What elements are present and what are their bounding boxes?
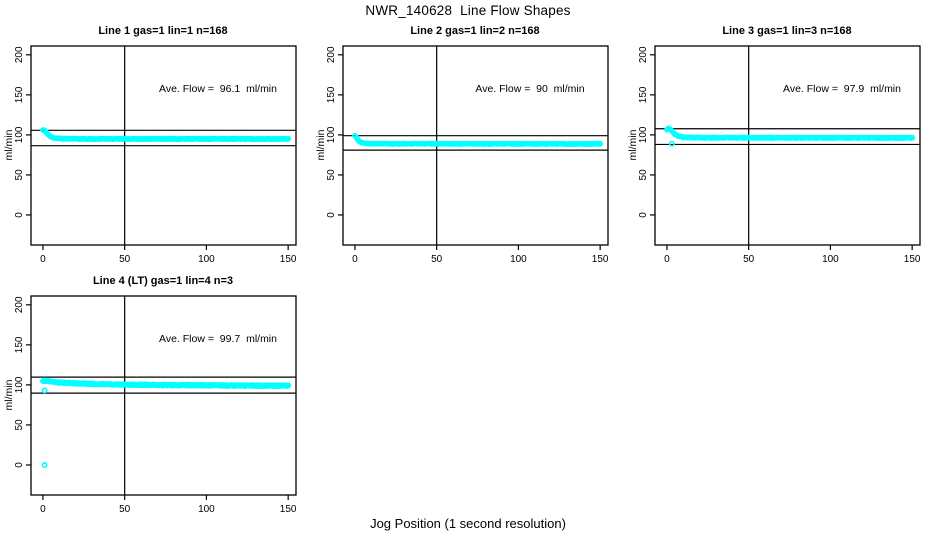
svg-text:100: 100 <box>198 254 215 265</box>
panel-line-4-plot-area: 0 50 100 150 0 50 100 150 200 <box>14 295 297 515</box>
panel-line-2-ave-flow-annotation: Ave. Flow = 90 ml/min <box>475 83 585 95</box>
empty-cell-2 <box>624 270 936 520</box>
svg-text:150: 150 <box>638 86 649 103</box>
svg-text:0: 0 <box>40 254 46 265</box>
svg-text:150: 150 <box>592 254 609 265</box>
svg-text:100: 100 <box>198 504 215 515</box>
svg-text:150: 150 <box>14 336 25 353</box>
svg-text:200: 200 <box>638 46 649 63</box>
svg-text:0: 0 <box>14 212 25 218</box>
panel-line-3-plot-area: 0 50 100 150 0 50 100 150 200 <box>638 45 921 265</box>
svg-text:50: 50 <box>119 504 131 515</box>
svg-text:100: 100 <box>638 126 649 143</box>
panel-line-1-ave-flow-annotation: Ave. Flow = 96.1 ml/min <box>159 83 277 95</box>
svg-text:50: 50 <box>326 169 337 181</box>
svg-text:200: 200 <box>326 46 337 63</box>
svg-text:50: 50 <box>431 254 443 265</box>
svg-text:150: 150 <box>280 254 297 265</box>
svg-text:150: 150 <box>326 86 337 103</box>
svg-text:50: 50 <box>119 254 131 265</box>
svg-text:150: 150 <box>280 504 297 515</box>
svg-text:100: 100 <box>14 376 25 393</box>
panel-line-2-plot-area: 0 50 100 150 0 50 100 150 200 <box>326 45 609 265</box>
panel-line-1-title: Line 1 gas=1 lin=1 n=168 <box>98 25 228 37</box>
svg-text:50: 50 <box>14 169 25 181</box>
svg-text:0: 0 <box>664 254 670 265</box>
svg-text:0: 0 <box>40 504 46 515</box>
panel-line-3: Line 3 gas=1 lin=3 n=168 Ave. Flow = 97.… <box>624 20 936 270</box>
svg-text:100: 100 <box>14 126 25 143</box>
svg-text:150: 150 <box>904 254 921 265</box>
svg-text:0: 0 <box>326 212 337 218</box>
panel-line-3-title: Line 3 gas=1 lin=3 n=168 <box>722 25 852 37</box>
x-axis-shared-label: Jog Position (1 second resolution) <box>370 516 566 531</box>
svg-text:0: 0 <box>14 462 25 468</box>
svg-text:100: 100 <box>510 254 527 265</box>
svg-text:100: 100 <box>326 126 337 143</box>
svg-text:50: 50 <box>14 419 25 431</box>
empty-cell-1 <box>312 270 624 520</box>
svg-text:150: 150 <box>14 86 25 103</box>
panel-line-1-plot-area: 0 50 100 150 0 50 100 150 200 <box>14 45 297 265</box>
panel-line-4-ave-flow-annotation: Ave. Flow = 99.7 ml/min <box>159 333 277 345</box>
svg-text:200: 200 <box>14 46 25 63</box>
panel-line-1: Line 1 gas=1 lin=1 n=168 Ave. Flow = 96.… <box>0 20 312 270</box>
chart-main-title: NWR_140628 Line Flow Shapes <box>365 3 571 18</box>
panel-line-2-title: Line 2 gas=1 lin=2 n=168 <box>410 25 540 37</box>
panel-line-2: Line 2 gas=1 lin=2 n=168 Ave. Flow = 90 … <box>312 20 624 270</box>
svg-text:100: 100 <box>822 254 839 265</box>
svg-text:200: 200 <box>14 296 25 313</box>
svg-text:0: 0 <box>352 254 358 265</box>
svg-text:50: 50 <box>638 169 649 181</box>
panel-grid: Line 1 gas=1 lin=1 n=168 Ave. Flow = 96.… <box>0 20 936 520</box>
svg-text:50: 50 <box>743 254 755 265</box>
svg-text:0: 0 <box>638 212 649 218</box>
panel-line-4-title: Line 4 (LT) gas=1 lin=4 n=3 <box>92 275 234 287</box>
panel-line-4: Line 4 (LT) gas=1 lin=4 n=3 Ave. Flow = … <box>0 270 312 520</box>
panel-line-3-ave-flow-annotation: Ave. Flow = 97.9 ml/min <box>783 83 901 95</box>
